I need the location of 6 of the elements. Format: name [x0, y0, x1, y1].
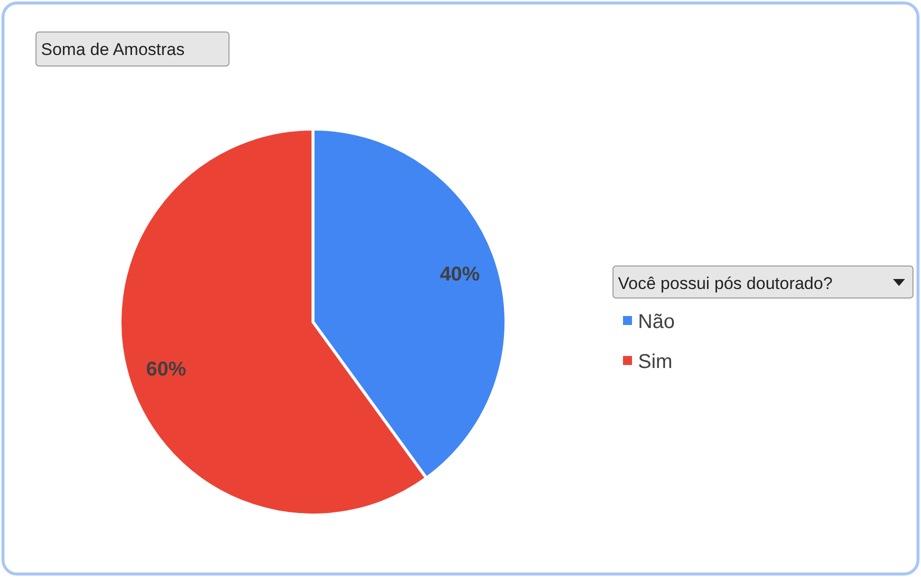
legend-title: Você possui pós doutorado?: [618, 274, 833, 293]
data-label: 40%: [440, 263, 480, 286]
legend-label: Não: [638, 311, 675, 333]
chart-title: Soma de Amostras: [41, 40, 185, 59]
legend-label: Sim: [638, 351, 672, 373]
data-label: 60%: [146, 358, 186, 381]
